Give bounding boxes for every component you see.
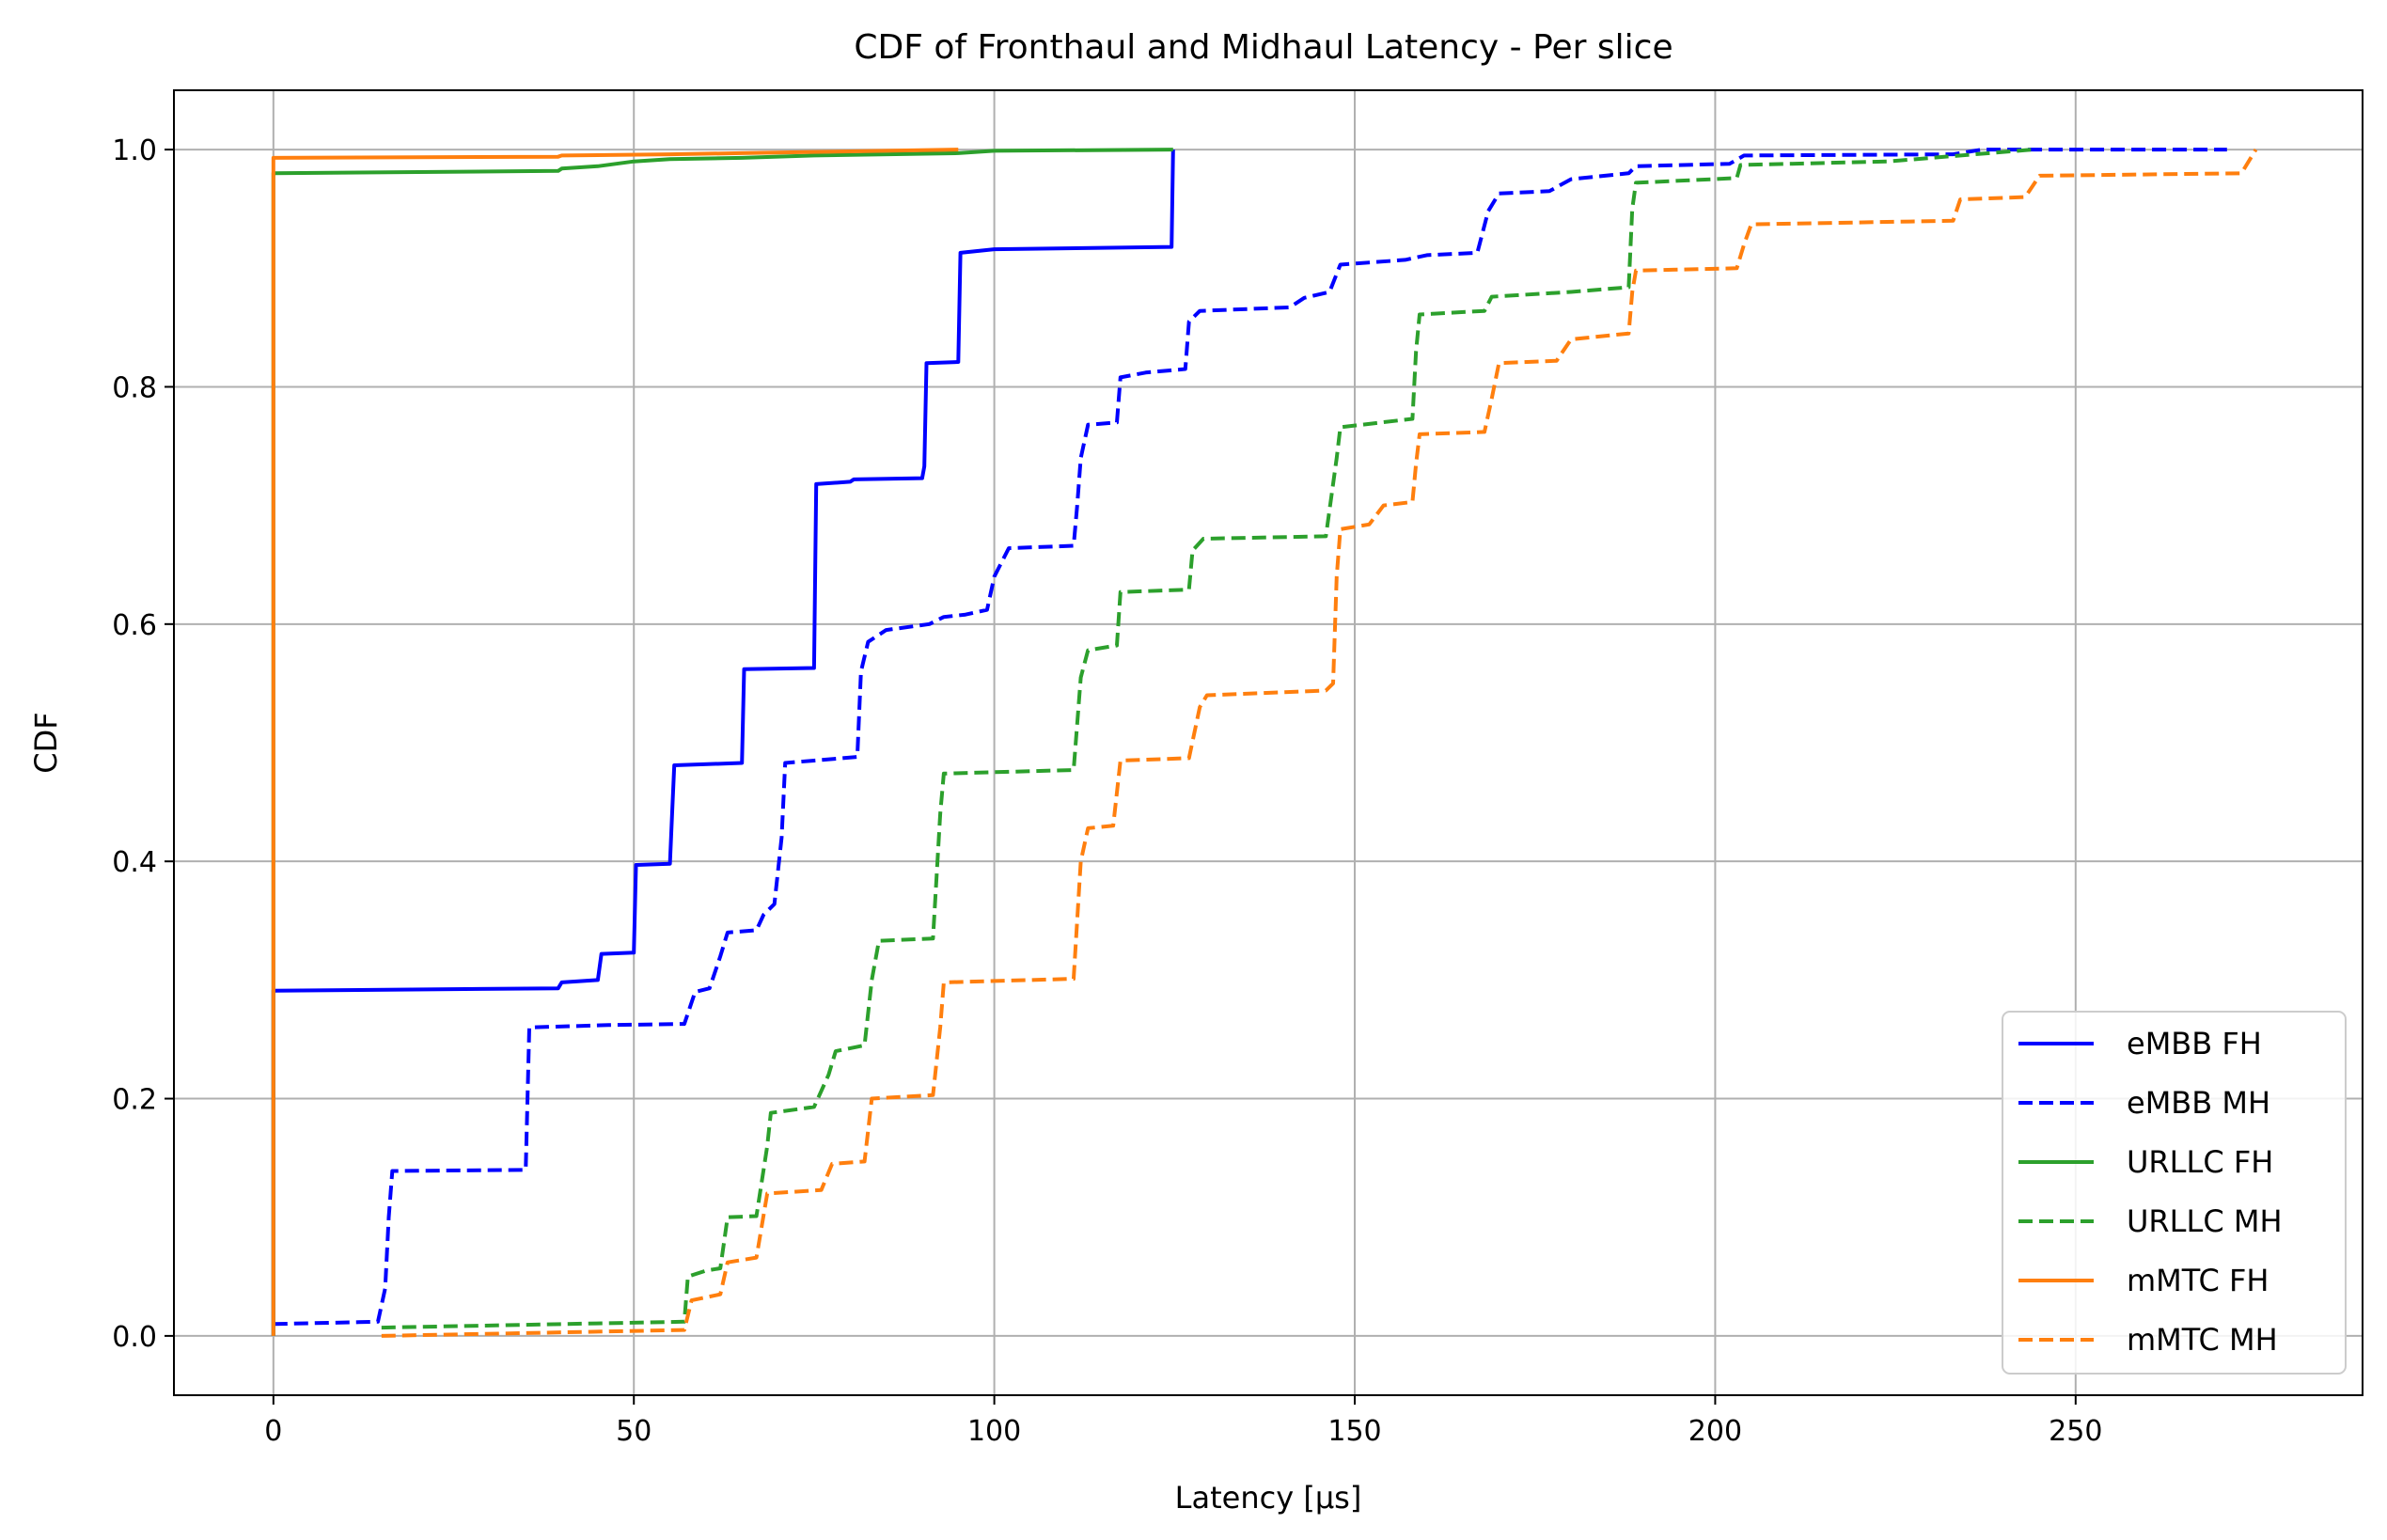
series-line-embb-mh — [273, 148, 2227, 1327]
y-tick-label: 1.0 — [112, 134, 157, 167]
legend-label: mMTC FH — [2127, 1263, 2269, 1298]
x-tick-label: 150 — [1327, 1415, 1381, 1448]
y-axis-label: CDF — [28, 712, 64, 773]
legend-box — [2002, 1011, 2347, 1375]
axis-ticks: 0 50 100 150 200 250 0.0 0.2 0.4 0.6 0.8 1.0 — [112, 134, 2102, 1448]
y-tick-label: 0.0 — [112, 1321, 157, 1354]
y-tick-label: 0.8 — [112, 371, 157, 404]
x-tick-label: 250 — [2049, 1415, 2102, 1448]
x-tick-label: 200 — [1688, 1415, 1742, 1448]
chart-title: CDF of Fronthaul and Midhaul Latency - P… — [854, 28, 1672, 67]
legend-label: URLLC MH — [2127, 1203, 2283, 1239]
y-tick-label: 0.2 — [112, 1084, 157, 1117]
series-line-mmtc-mh — [381, 149, 2258, 1338]
x-tick-label: 0 — [264, 1415, 282, 1448]
series-lines — [271, 148, 2258, 1338]
legend: eMBB FH eMBB MH URLLC FH URLLC MH mMTC FH mMT… — [2002, 1011, 2347, 1375]
series-line-urllc-mh — [381, 148, 2033, 1330]
series-line-embb-fh — [271, 149, 1175, 1336]
series-line-urllc-fh — [271, 148, 1173, 1336]
x-tick-label: 50 — [616, 1415, 652, 1448]
legend-label: eMBB FH — [2127, 1026, 2262, 1061]
legend-label: mMTC MH — [2127, 1322, 2278, 1358]
y-tick-label: 0.4 — [112, 846, 157, 879]
legend-label: eMBB MH — [2127, 1085, 2270, 1121]
y-tick-label: 0.6 — [112, 609, 157, 642]
grid-lines — [174, 90, 2363, 1395]
legend-label: URLLC FH — [2127, 1144, 2273, 1180]
x-axis-label: Latency [µs] — [1175, 1480, 1362, 1516]
x-tick-label: 100 — [967, 1415, 1021, 1448]
plot-area-frame — [173, 89, 2363, 1396]
series-line-mmtc-fh — [271, 148, 959, 1336]
